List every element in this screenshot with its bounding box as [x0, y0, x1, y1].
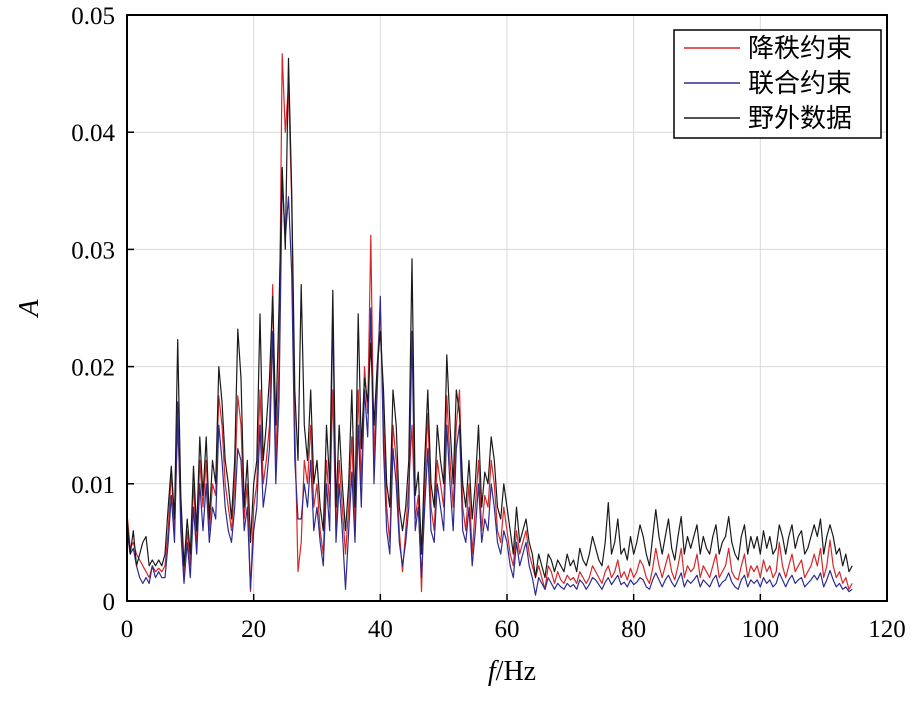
y-tick-label: 0.05	[71, 3, 115, 30]
x-axis-label-unit: /Hz	[496, 656, 536, 687]
y-tick-label: 0	[103, 589, 116, 616]
y-axis-label: A	[14, 299, 45, 319]
y-tick-label: 0.04	[71, 120, 115, 147]
legend-label-series-2: 联合约束	[748, 69, 852, 99]
y-tick-label: 0.02	[71, 355, 115, 382]
x-tick-label: 20	[241, 616, 266, 643]
x-tick-label: 120	[868, 616, 906, 643]
series-line-1	[126, 53, 853, 593]
legend-label-series-3: 野外数据	[748, 104, 852, 134]
x-axis-label: f/Hz	[488, 656, 536, 687]
series-layer	[126, 53, 853, 596]
x-tick-label: 40	[368, 616, 393, 643]
x-tick-label: 0	[121, 616, 134, 643]
series-line-3	[126, 57, 853, 579]
x-axis-label-variable: f	[488, 656, 499, 687]
series-line-2	[126, 178, 853, 596]
x-tick-label: 80	[621, 616, 646, 643]
y-tick-label: 0.03	[71, 237, 115, 264]
x-tick-label: 60	[495, 616, 520, 643]
legend: 降秩约束 联合约束 野外数据	[673, 29, 882, 139]
x-tick-label: 100	[742, 616, 780, 643]
legend-label-series-1: 降秩约束	[748, 34, 852, 64]
axis-ticks: 0 20 40 60 80 100 120 0 0.01 0.02 0.03 0.04 0.05	[71, 3, 906, 643]
y-tick-label: 0.01	[71, 472, 115, 499]
